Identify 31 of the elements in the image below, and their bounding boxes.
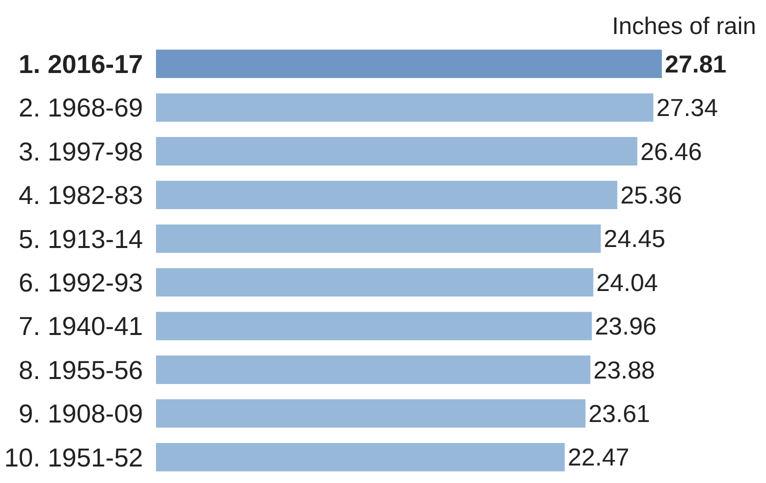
data-label: 23.88: [593, 357, 655, 384]
y-tick-label: 6. 1992-93: [18, 267, 143, 298]
data-label: 23.96: [594, 314, 656, 341]
y-tick-label: 5. 1913-14: [18, 224, 143, 254]
bar: [156, 93, 654, 122]
data-label: 23.61: [588, 400, 650, 428]
bar: [156, 312, 592, 340]
bar: [156, 356, 590, 384]
data-label: 27.34: [656, 95, 718, 122]
data-label: 24.45: [604, 226, 666, 254]
y-tick-label: 8. 1955-56: [18, 354, 143, 385]
bar: [156, 137, 638, 166]
y-tick-label: 1. 2016-17: [18, 48, 143, 79]
bar: [156, 268, 594, 297]
y-tick-label: 3. 1997-98: [18, 136, 143, 166]
y-tick-label: 10. 1951-52: [4, 442, 143, 472]
bar: [156, 180, 618, 210]
data-label: 25.36: [620, 182, 682, 210]
bar: [156, 224, 601, 253]
y-tick-label: 4. 1982-83: [18, 180, 143, 210]
data-label: 27.81: [664, 51, 726, 78]
bar: [156, 442, 565, 472]
x-axis-title: Inches of rain: [612, 13, 756, 40]
y-tick-label: 9. 1908-09: [18, 398, 143, 429]
data-label: 22.47: [568, 444, 630, 472]
bar: [156, 399, 586, 428]
y-tick-label: 2. 1968-69: [18, 92, 143, 123]
data-label: 26.46: [640, 138, 702, 166]
bar: [156, 50, 662, 78]
data-label: 24.04: [596, 270, 658, 297]
y-tick-label: 7. 1940-41: [18, 311, 143, 342]
